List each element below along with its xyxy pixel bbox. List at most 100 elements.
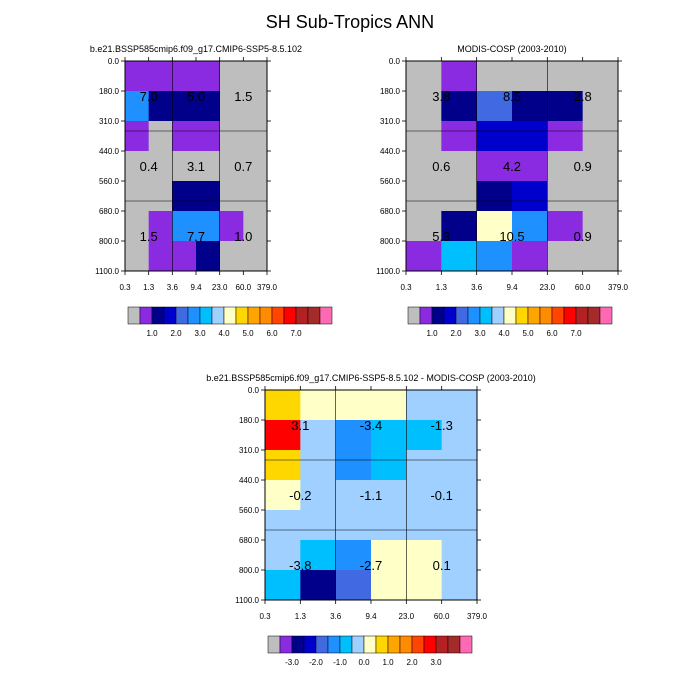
x-tick-label: 60.0 [236,283,252,292]
cell-value-label: 3.1 [187,159,205,174]
colorbar-swatch [503,306,517,325]
heatmap-cell [300,480,337,511]
heatmap-cell [172,211,197,242]
heatmap-cell [406,120,442,152]
x-tick-label: 3.6 [330,612,342,621]
heatmap-cell [335,449,372,481]
y-tick-label: 800.0 [239,566,260,575]
colorbar-swatch [351,635,365,654]
cell-value-label: 1.0 [234,229,252,244]
heatmap-cell [441,120,478,152]
colorbar-swatch [515,306,529,325]
heatmap-cell [172,91,197,122]
colorbar-swatch [551,306,565,325]
heatmap-cell [196,151,221,182]
x-tick-label: 3.6 [471,283,483,292]
figure-title: SH Sub-Tropics ANN [266,12,434,32]
heatmap-cell [371,480,407,511]
cell-value-label: 8.5 [503,89,521,104]
colorbar-swatch [259,306,273,325]
colorbar-swatch [139,306,153,325]
heatmap-cell [196,91,221,122]
heatmap-cell [125,91,150,122]
heatmap-cell [219,180,244,212]
heatmap-cell [406,240,442,272]
heatmap-cell [582,61,619,92]
x-tick-label: 379.0 [257,283,278,292]
colorbar-swatch [491,306,505,325]
heatmap-cell [300,449,337,481]
cell-value-label: -0.1 [430,488,452,503]
heatmap-cell [148,120,173,152]
y-tick-label: 1100.0 [376,267,400,276]
colorbar-label: 2.0 [406,658,418,667]
y-tick-label: 180.0 [380,87,401,96]
heatmap-cell [547,240,584,272]
y-tick-label: 310.0 [239,446,260,455]
heatmap-cell [406,569,443,601]
heatmap-cell [125,240,150,272]
cell-value-label: -3.4 [360,418,382,433]
heatmap-cell [512,240,548,272]
x-tick-label: 3.6 [167,283,179,292]
heatmap-cell [406,540,443,571]
heatmap-cell [441,480,478,511]
cell-value-label: 0.7 [234,159,252,174]
cell-value-label: 0.4 [140,159,158,174]
cell-value-label: 7.0 [140,89,158,104]
colorbar-label: 0.0 [358,658,370,667]
heatmap-cell [582,240,619,272]
heatmap-cell [512,211,548,242]
colorbar-label: -3.0 [285,658,299,667]
heatmap-cell [476,211,513,242]
heatmap-cell [476,120,513,152]
colorbar-label: -1.0 [333,658,347,667]
heatmap-cell [547,151,584,182]
heatmap-cell [406,390,443,421]
heatmap-cell [148,91,173,122]
heatmap-cell [265,449,301,481]
y-tick-label: 440.0 [380,147,401,156]
panel-title: b.e21.BSSP585cmip6.f09_g17.CMIP6-SSP5-8.… [206,373,536,383]
y-tick-label: 180.0 [239,416,260,425]
heatmap-cell [371,390,407,421]
heatmap-cell [441,540,478,571]
x-tick-label: 1.3 [295,612,307,621]
colorbar-swatch [407,306,421,325]
colorbar-swatch [295,306,309,325]
heatmap-cell [148,240,173,272]
colorbar-label: 6.0 [266,329,278,338]
colorbar-swatch [151,306,165,325]
heatmap-cell [441,509,478,541]
cell-value-label: 3.1 [291,418,309,433]
colorbar-swatch [411,635,425,654]
colorbar-label: 4.0 [498,329,510,338]
colorbar-swatch [447,635,461,654]
heatmap-cell [243,120,268,152]
heatmap-cell [476,240,513,272]
x-tick-label: 0.3 [400,283,412,292]
colorbar-swatch [291,635,305,654]
heatmap-cell [512,91,548,122]
heatmap-cell [243,61,268,92]
colorbar-swatch [127,306,141,325]
heatmap-cell [547,120,584,152]
colorbar-swatch [431,306,445,325]
colorbar-label: 3.0 [430,658,442,667]
colorbar-swatch [527,306,541,325]
colorbar-swatch [175,306,189,325]
heatmap-cell [148,211,173,242]
colorbar-label: -2.0 [309,658,323,667]
colorbar-swatch [455,306,469,325]
heatmap-cell [441,211,478,242]
colorbar-swatch [267,635,281,654]
y-tick-label: 1100.0 [95,267,119,276]
colorbar-label: 4.0 [218,329,230,338]
y-tick-label: 180.0 [99,87,120,96]
heatmap-cell [547,91,584,122]
colorbar-swatch [539,306,553,325]
x-tick-label: 9.4 [506,283,518,292]
colorbar-swatch [419,306,433,325]
heatmap-cell [172,240,197,272]
heatmap-cell [196,180,221,212]
